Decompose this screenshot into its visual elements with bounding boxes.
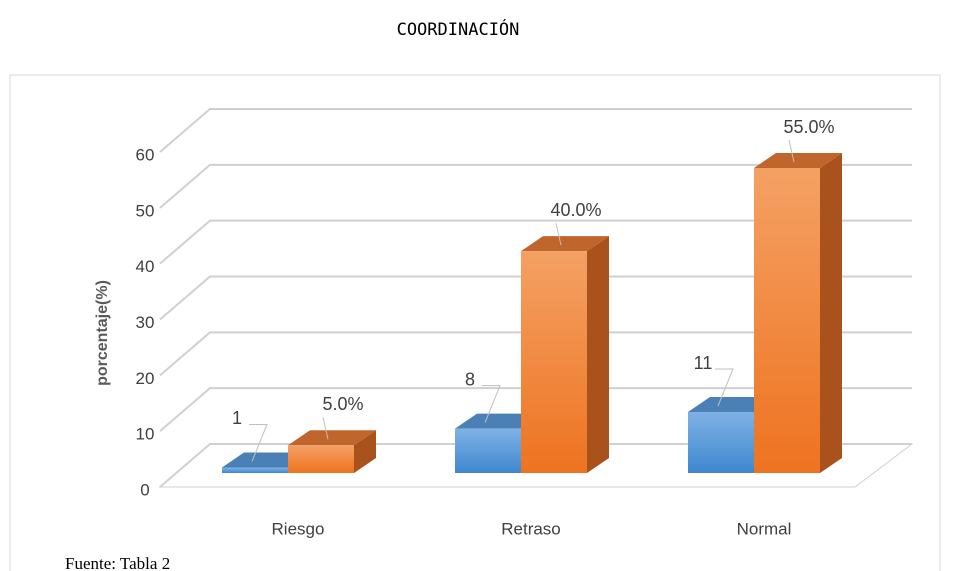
y-tick-label: 0 [140,480,149,499]
leader-line [715,368,734,407]
bar-face [455,428,521,473]
bar-face [688,412,754,473]
bar-face [820,153,842,473]
source-note: Fuente: Tabla 2 [65,554,170,571]
data-label: 5.0% [322,394,363,414]
bar-face [754,168,820,473]
data-label: 40.0% [550,200,601,220]
bar-face [222,467,288,473]
y-tick-label: 20 [136,369,155,388]
leader-line [249,423,268,462]
grid-line [159,108,912,153]
bar [521,236,609,473]
grid-line [159,163,912,209]
y-axis-label: porcentaje(%) [94,280,111,386]
x-tick-label: Riesgo [272,519,325,538]
data-label: 1 [232,408,242,428]
grid-line [159,443,912,488]
bar-face [587,236,609,473]
leader-line [322,417,329,440]
y-tick-label: 60 [136,145,155,164]
data-label: 8 [465,369,475,389]
bar-face [754,153,842,168]
y-tick-label: 50 [136,201,155,220]
bar [754,153,842,473]
grid-line [159,331,912,377]
grid-line [159,219,912,265]
chart-title: COORDINACIÓN [397,18,520,40]
y-tick-label: 40 [136,257,155,276]
grid-line [159,275,912,321]
bar-face [521,236,609,252]
x-tick-label: Retraso [501,519,561,538]
x-tick-label: Normal [737,519,792,538]
leader-line [788,139,795,163]
grid-line [159,387,912,432]
bar-face [521,251,587,473]
bar-face [288,445,354,473]
y-tick-label: 30 [136,313,155,332]
data-label: 11 [694,353,713,373]
data-label: 55.0% [783,117,834,137]
bar-face [354,430,376,473]
leader-line [482,385,501,423]
leader-line [555,223,562,246]
bar-face [288,430,376,446]
bar [288,430,376,473]
y-tick-label: 10 [136,425,155,444]
